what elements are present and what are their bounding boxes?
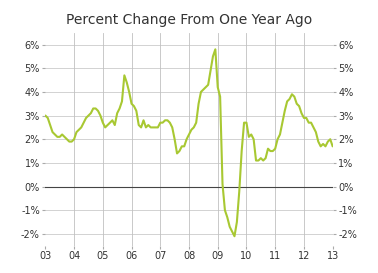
Title: Percent Change From One Year Ago: Percent Change From One Year Ago [66, 13, 312, 27]
